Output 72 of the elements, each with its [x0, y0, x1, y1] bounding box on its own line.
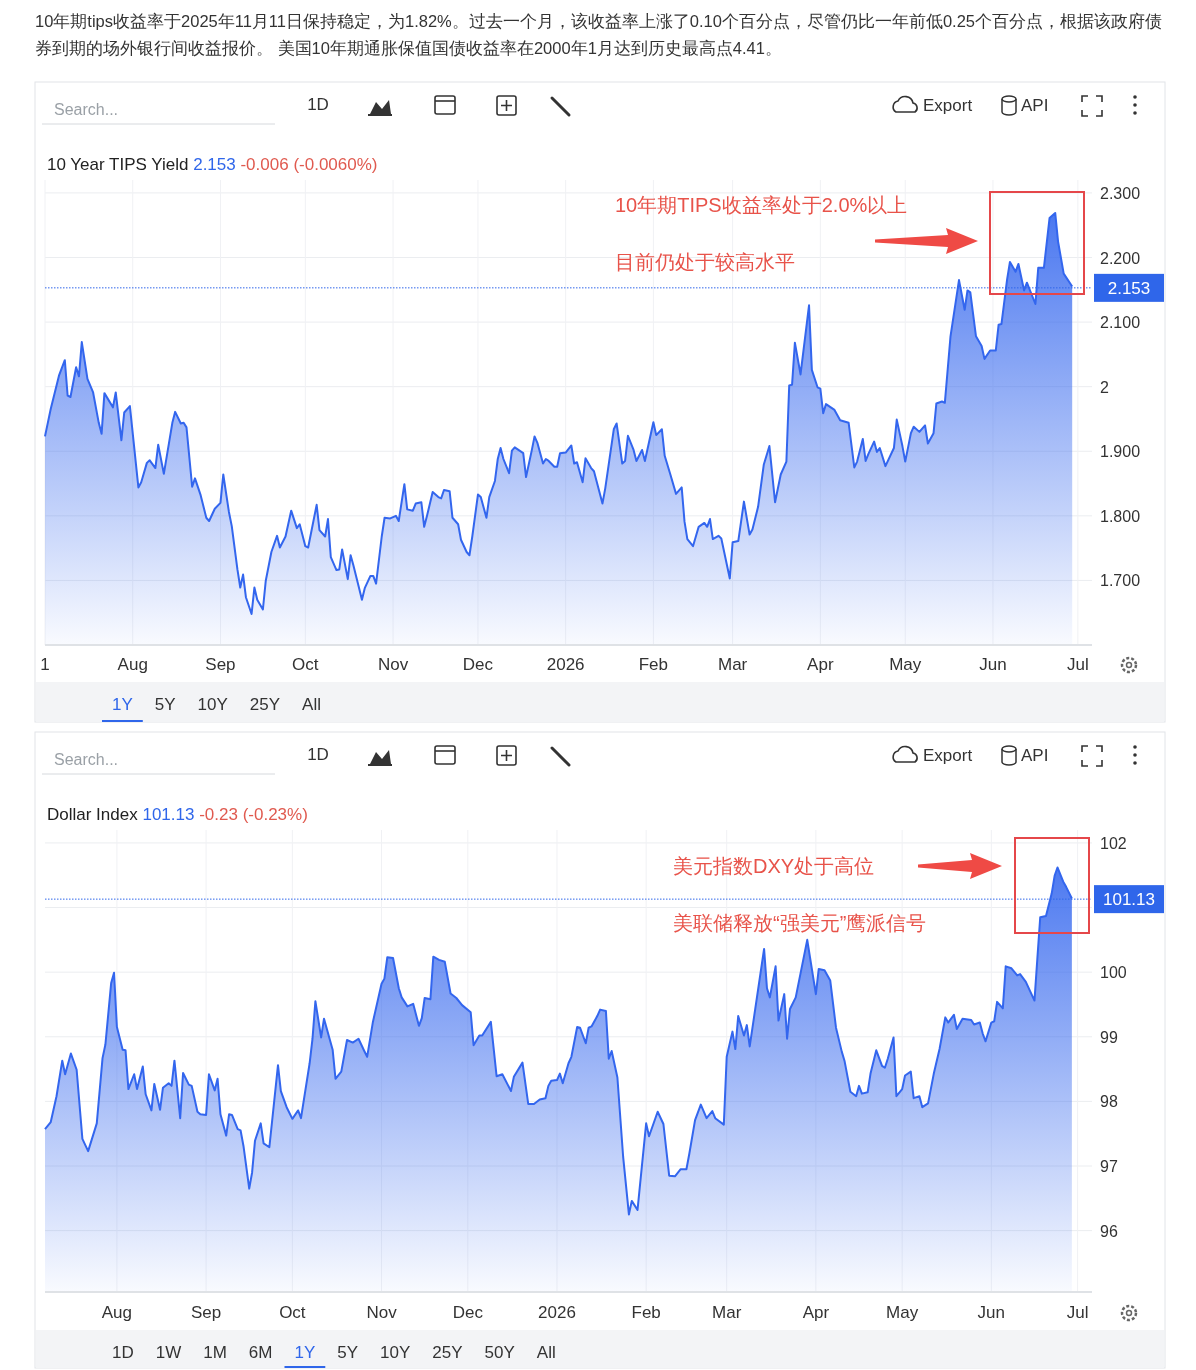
- x-tick-label: Oct: [292, 655, 319, 674]
- ref-line-label: 101.13: [1103, 890, 1155, 910]
- x-tick-label: Jul: [1066, 655, 1089, 674]
- x-tick-label: 1: [40, 655, 50, 674]
- x-tick-label: 2026: [546, 655, 585, 674]
- x-tick-label: Feb: [631, 1303, 661, 1322]
- annotation: 目前仍处于较高水平: [615, 251, 795, 273]
- text: 1M: [203, 1343, 227, 1362]
- ref-line-label: 2.153: [1107, 278, 1151, 298]
- text: 10Y: [380, 1343, 411, 1362]
- y-tick-label: 96: [1100, 1222, 1118, 1240]
- text: 50Y: [484, 1343, 515, 1362]
- y-tick-label: 2.200: [1100, 249, 1141, 267]
- x-tick-label: Oct: [279, 1303, 306, 1322]
- x-tick-label: Nov: [377, 655, 409, 674]
- annotation: 美联储释放“强美元”鹰派信号: [673, 912, 927, 934]
- text: All: [536, 1343, 556, 1362]
- x-tick-label: Sep: [205, 655, 236, 674]
- chart-subtitle: 2.153 -0.006 (-0.0060%): [193, 155, 378, 174]
- y-tick-label: 1.800: [1100, 507, 1141, 525]
- y-tick-label: 97: [1100, 1158, 1118, 1175]
- text: 1Y: [112, 695, 133, 714]
- text: 10年期tips收益率于2025年11月11日保持稳定，为1.82%。过去一个月，该收益率上涨了0.10个百分点，尽管仍比一年前低0.25个百分点，根据该政府债券到期的场外银行间收益报价。 美国10年期通胀保值国债收益率在2000年1月达到历史最高点4.41。: [35, 11, 1163, 59]
- y-tick-label: 1.900: [1100, 443, 1141, 461]
- x-tick-label: Apr: [802, 1303, 830, 1322]
- text: Search...: [54, 101, 119, 118]
- y-tick-label: 102: [1100, 834, 1127, 852]
- text: 25Y: [249, 695, 281, 714]
- text: All: [302, 695, 321, 714]
- x-tick-label: Mar: [712, 1303, 742, 1322]
- annotation: 10年期TIPS收益率处于2.0%以上: [615, 194, 908, 216]
- x-tick-label: Sep: [190, 1303, 222, 1322]
- x-tick-label: Nov: [366, 1303, 398, 1322]
- x-tick-label: Aug: [117, 655, 148, 674]
- text: 5Y: [337, 1343, 359, 1362]
- x-tick-label: May: [886, 1303, 919, 1322]
- y-tick-label: 2: [1100, 378, 1109, 396]
- text: 1D: [307, 95, 329, 114]
- text: 6M: [248, 1343, 273, 1362]
- text: 10Y: [197, 695, 228, 714]
- chart-title: 10 Year TIPS Yield: [47, 155, 194, 174]
- x-tick-label: Aug: [101, 1303, 133, 1322]
- chart-title: Dollar Index: [47, 805, 143, 824]
- y-tick-label: 100: [1100, 964, 1127, 982]
- text: 1Y: [294, 1343, 316, 1362]
- text: 1D: [307, 745, 329, 764]
- y-tick-label: 2.100: [1100, 314, 1141, 332]
- text: Search...: [54, 751, 119, 768]
- x-tick-label: Jun: [979, 655, 1007, 674]
- x-tick-label: Dec: [452, 1303, 484, 1322]
- chart-subtitle: 101.13 -0.23 (-0.23%): [142, 805, 308, 824]
- text: API: [1021, 96, 1049, 115]
- text: Export: [923, 96, 973, 115]
- text: 5Y: [154, 695, 176, 714]
- y-tick-label: 99: [1100, 1028, 1118, 1046]
- x-tick-label: Dec: [462, 655, 494, 674]
- y-tick-label: 2.300: [1100, 184, 1141, 202]
- text: 1D: [112, 1343, 134, 1362]
- y-tick-label: 98: [1100, 1093, 1118, 1111]
- annotation: 美元指数DXY处于高位: [673, 855, 875, 877]
- text: Export: [923, 746, 973, 765]
- y-tick-label: 1.700: [1100, 572, 1141, 590]
- x-tick-label: May: [889, 655, 922, 674]
- x-tick-label: Apr: [807, 655, 834, 674]
- x-tick-label: Feb: [638, 655, 669, 674]
- x-tick-label: Jul: [1066, 1303, 1089, 1322]
- text: API: [1021, 746, 1049, 765]
- x-tick-label: Mar: [717, 655, 748, 674]
- x-tick-label: Jun: [977, 1303, 1006, 1322]
- x-tick-label: 2026: [538, 1303, 576, 1322]
- text: 25Y: [432, 1343, 463, 1362]
- text: 1W: [155, 1343, 182, 1362]
